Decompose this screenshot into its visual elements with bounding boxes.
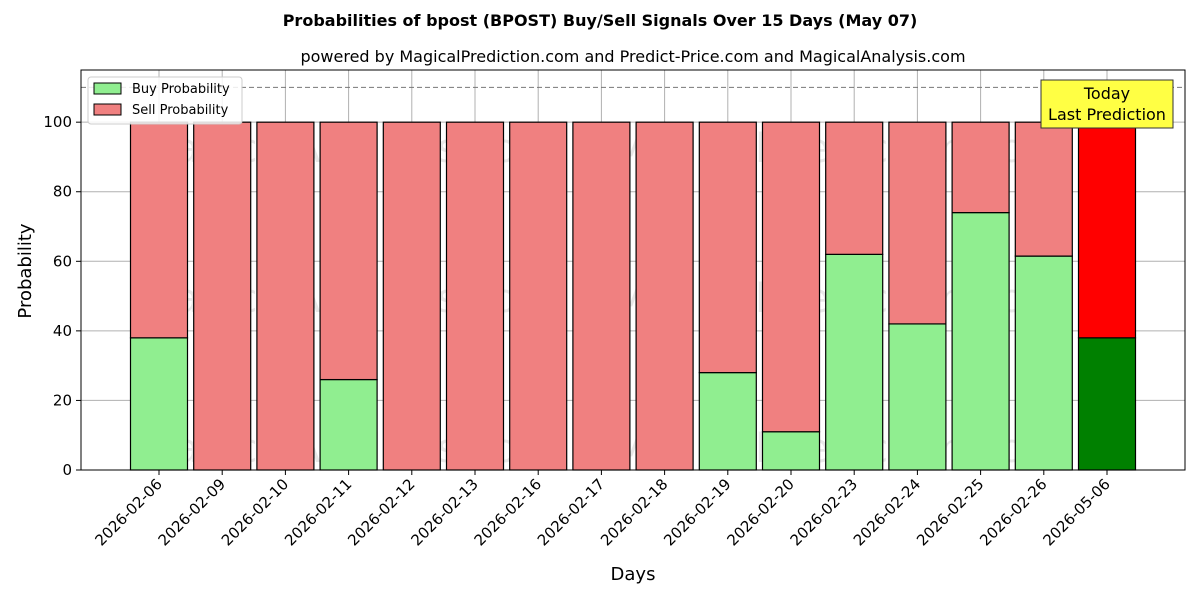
x-tick-label: 2026-02-16 xyxy=(471,475,545,549)
sell-bar xyxy=(256,121,315,471)
sell-bar xyxy=(825,121,884,255)
x-tick-label: 2026-02-09 xyxy=(155,475,229,549)
x-tick-label: 2026-02-10 xyxy=(218,475,292,549)
sell-bar xyxy=(761,121,821,433)
buy-bar xyxy=(319,378,378,471)
buy-bar xyxy=(951,212,1010,471)
buy-bar xyxy=(888,323,947,471)
y-tick-label: 40 xyxy=(53,322,72,340)
y-tick-label: 80 xyxy=(53,183,72,201)
buy-bar xyxy=(1014,255,1073,471)
sell-bar xyxy=(382,121,441,471)
legend-box xyxy=(87,76,243,125)
plot-frame xyxy=(80,69,1186,471)
x-axis-label: Days xyxy=(611,564,656,585)
buy-bar xyxy=(129,337,189,471)
legend-label-buy: Buy Probability xyxy=(132,82,230,97)
sell-bar xyxy=(193,121,252,471)
sell-bar xyxy=(698,121,757,374)
chart-title: Probabilities of bpost (BPOST) Buy/Sell … xyxy=(283,11,918,30)
x-tick-label: 2026-02-13 xyxy=(407,475,481,549)
y-tick-label: 0 xyxy=(62,461,72,479)
sell-bar xyxy=(888,121,947,325)
buy-bar xyxy=(825,253,884,471)
x-tick-label: 2026-02-26 xyxy=(976,475,1050,549)
annotation-box xyxy=(1040,79,1174,129)
legend-swatch-buy xyxy=(93,82,122,95)
x-tick-label: 2026-02-11 xyxy=(281,475,355,549)
x-tick-label: 2026-02-25 xyxy=(913,475,987,549)
sell-bar xyxy=(635,121,694,471)
x-tick-label: 2026-02-20 xyxy=(723,475,797,549)
x-tick-label: 2026-02-06 xyxy=(91,475,165,549)
y-axis: 0 20 40 60 80 100 xyxy=(43,113,81,479)
x-tick-label: 2026-02-24 xyxy=(850,475,924,549)
x-tick-label: 2026-02-12 xyxy=(344,475,418,549)
y-tick-label: 60 xyxy=(53,252,72,270)
annotation-text: Today xyxy=(1083,84,1130,103)
x-axis: 2026-02-062026-02-092026-02-102026-02-11… xyxy=(91,470,1114,549)
buy-bar xyxy=(1077,337,1137,471)
today-annotation: Today Last Prediction xyxy=(1040,79,1174,129)
y-axis-label: Probability xyxy=(15,223,36,318)
sell-bar xyxy=(951,121,1010,214)
sell-bar xyxy=(1077,121,1137,339)
sell-bar xyxy=(572,121,631,471)
x-tick-label: 2026-02-18 xyxy=(597,475,671,549)
legend: Buy Probability Sell Probability xyxy=(87,76,243,125)
y-tick-label: 20 xyxy=(53,391,72,409)
x-tick-label: 2026-02-19 xyxy=(660,475,734,549)
sell-bar xyxy=(445,121,505,471)
sell-bar xyxy=(1014,121,1073,257)
x-tick-label: 2026-05-06 xyxy=(1039,475,1113,549)
chart-subtitle: powered by MagicalPrediction.com and Pre… xyxy=(300,47,965,66)
buy-bar xyxy=(698,372,757,471)
buy-bar xyxy=(761,431,821,471)
sell-bar xyxy=(129,121,189,339)
bars xyxy=(129,121,1137,471)
x-tick-label: 2026-02-23 xyxy=(787,475,861,549)
x-tick-label: 2026-02-17 xyxy=(534,475,608,549)
sell-bar xyxy=(509,121,568,471)
sell-bar xyxy=(319,121,378,381)
y-tick-label: 100 xyxy=(43,113,72,131)
annotation-text: Last Prediction xyxy=(1048,105,1166,124)
legend-swatch-sell xyxy=(93,103,122,116)
legend-label-sell: Sell Probability xyxy=(132,103,229,118)
